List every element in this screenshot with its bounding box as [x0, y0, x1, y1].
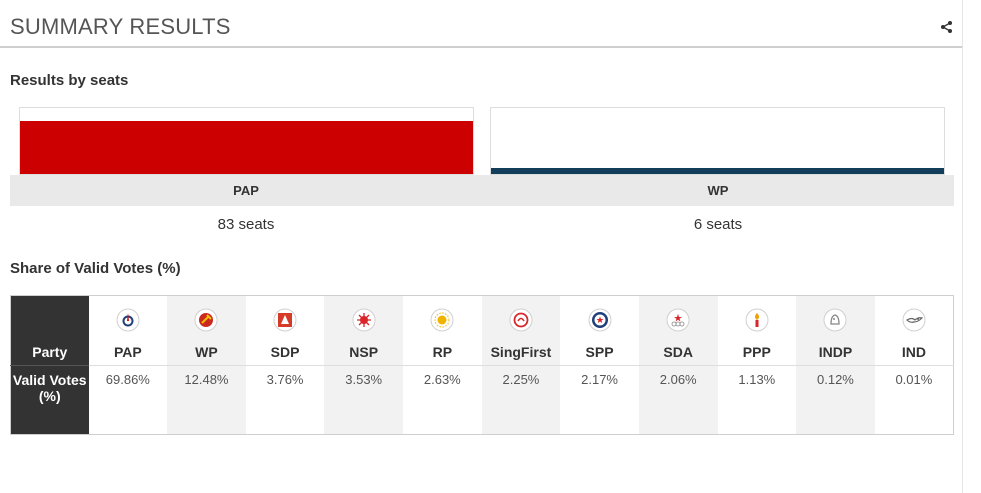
vote-share-cell: 3.76%	[245, 365, 325, 435]
party-cell: NSP	[324, 295, 403, 366]
share-icon[interactable]	[939, 19, 955, 35]
party-name: SDP	[270, 344, 300, 360]
party-name: PPP	[742, 344, 771, 360]
party-cell: SDP	[246, 296, 325, 366]
party-cell: INDP	[796, 295, 875, 366]
party-name: IND	[901, 344, 926, 360]
vote-share-cell: 2.06%	[638, 365, 718, 435]
party-cell: SPP	[560, 296, 639, 366]
party-cell: SingFirst	[481, 295, 561, 366]
votes-section-title: Share of Valid Votes (%)	[10, 260, 181, 277]
rp-sun-icon	[430, 308, 454, 332]
bar-container-wp	[490, 107, 945, 175]
party-name: NSP	[349, 344, 379, 360]
seat-bar-pap	[20, 121, 473, 174]
party-name: SingFirst	[490, 344, 552, 360]
pap-logo-icon	[116, 308, 140, 332]
bar-value-label: 6 seats	[693, 216, 743, 233]
vote-share-cell: 2.17%	[560, 365, 639, 435]
party-cell: SDA	[638, 295, 718, 366]
votes-row: Valid Votes (%) 69.86% 12.48% 3.76% 3.53% 2.…	[10, 365, 954, 435]
party-name: RP	[432, 344, 453, 360]
party-name: PAP	[113, 344, 142, 360]
party-name: SDA	[663, 344, 693, 360]
seats-section-title: Results by seats	[10, 72, 129, 89]
bar-category-label: WP	[482, 175, 954, 206]
vote-share-cell: 0.01%	[874, 365, 954, 435]
party-name: INDP	[818, 344, 853, 360]
indp-lion-icon	[823, 308, 847, 332]
seat-bar-wp	[491, 168, 944, 174]
vote-share-cell: 0.12%	[796, 365, 875, 435]
party-row-label: Party	[10, 295, 89, 366]
spp-star-icon	[588, 308, 612, 332]
nsp-star-icon	[352, 308, 376, 332]
vote-share-cell: 12.48%	[167, 365, 246, 435]
ppp-torch-icon	[745, 308, 769, 332]
party-cell: PPP	[718, 296, 797, 366]
vote-share-cell: 2.25%	[481, 365, 561, 435]
bar-value-label: 83 seats	[217, 216, 275, 233]
bar-category-label: PAP	[10, 175, 482, 206]
sda-rings-icon	[666, 308, 690, 332]
party-cell: WP	[167, 295, 246, 366]
wp-hammer-icon	[194, 308, 218, 332]
party-cell: IND	[875, 296, 954, 366]
vote-share-cell: 2.63%	[403, 365, 482, 435]
votes-row-label: Valid Votes (%)	[10, 365, 89, 435]
votes-table: Party PAP WP SDP NSP RP SingFirst SPP SDA PPP IND…	[10, 295, 954, 435]
singfirst-logo-icon	[509, 308, 533, 332]
right-divider	[962, 0, 963, 493]
bar-container-pap	[19, 107, 474, 175]
ind-bird-icon	[902, 308, 926, 332]
sdp-logo-icon	[273, 308, 297, 332]
vote-share-cell: 3.53%	[324, 365, 403, 435]
party-cell: RP	[403, 296, 482, 366]
vote-share-cell: 1.13%	[717, 365, 797, 435]
party-name: SPP	[585, 344, 614, 360]
page-header: SUMMARY RESULTS	[0, 0, 962, 48]
page-title: SUMMARY RESULTS	[10, 14, 231, 39]
party-cell: PAP	[89, 296, 168, 366]
party-row: Party PAP WP SDP NSP RP SingFirst SPP SDA PPP IND…	[10, 295, 954, 366]
vote-share-cell: 69.86%	[88, 365, 168, 435]
party-name: WP	[195, 344, 218, 360]
